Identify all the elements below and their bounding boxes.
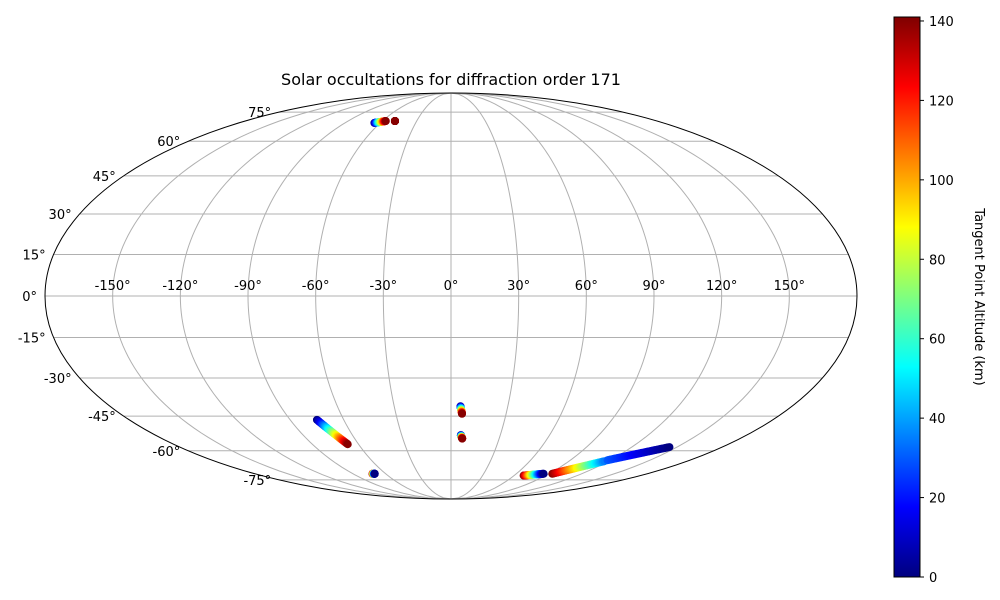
latitude-tick-label: 75° <box>248 106 271 121</box>
colorbar: 0 20 40 60 80 100 120 140 Tangent Point Altitud… <box>893 15 986 586</box>
map-grid <box>45 93 857 499</box>
latitude-tick-label: -60° <box>153 445 181 460</box>
longitude-tick-label: -150° <box>95 279 131 294</box>
colorbar-tick-label: 140 <box>929 15 954 30</box>
colorbar-tick-label: 0 <box>929 571 937 586</box>
data-point <box>381 117 390 126</box>
longitude-tick-label: 0° <box>444 279 459 294</box>
colorbar-tick-label: 80 <box>929 253 946 268</box>
latitude-tick-label: -75° <box>243 474 271 489</box>
longitude-tick-label: 150° <box>774 279 805 294</box>
longitude-tick-label: -60° <box>302 279 330 294</box>
data-point <box>539 469 548 478</box>
data-point <box>458 409 467 418</box>
colorbar-label: Tangent Point Altitude (km) <box>971 207 986 385</box>
colorbar-tick-label: 40 <box>929 412 946 427</box>
data-point <box>370 469 379 478</box>
data-point <box>458 434 467 443</box>
colorbar-tick-label: 120 <box>929 94 954 109</box>
colorbar-tick-label: 60 <box>929 333 946 348</box>
colorbar-tick-label: 20 <box>929 492 946 507</box>
data-point <box>665 443 674 452</box>
latitude-tick-label: -45° <box>88 410 116 425</box>
data-point <box>343 440 352 449</box>
latitude-tick-label: 15° <box>23 248 46 263</box>
data-points <box>312 117 674 480</box>
longitude-tick-label: -90° <box>234 279 262 294</box>
longitude-tick-labels: -150° -120° -90° -60° -30° 0° 30° 60° 90° 120° 150… <box>95 279 805 294</box>
latitude-tick-label: 0° <box>22 290 37 305</box>
longitude-tick-label: 120° <box>706 279 737 294</box>
latitude-tick-label: -15° <box>18 332 46 347</box>
longitude-tick-label: -120° <box>162 279 198 294</box>
colorbar-tick-label: 100 <box>929 174 954 189</box>
longitude-tick-label: 30° <box>507 279 530 294</box>
data-point <box>390 117 399 126</box>
longitude-tick-label: 60° <box>575 279 598 294</box>
longitude-tick-label: -30° <box>369 279 397 294</box>
colorbar-gradient <box>893 16 921 578</box>
latitude-tick-label: 45° <box>93 170 116 185</box>
latitude-tick-labels: -75° -60° -45° -30° -15° 0° 15° 30° 45° 60° 75° <box>18 106 271 489</box>
latitude-tick-label: 30° <box>49 208 72 223</box>
chart-title: Solar occultations for diffraction order… <box>281 70 621 89</box>
colorbar-ticks: 0 20 40 60 80 100 120 140 <box>920 15 954 586</box>
longitude-tick-label: 90° <box>642 279 665 294</box>
map-boundary <box>44 92 858 500</box>
latitude-tick-label: -30° <box>44 372 72 387</box>
latitude-tick-label: 60° <box>157 135 180 150</box>
